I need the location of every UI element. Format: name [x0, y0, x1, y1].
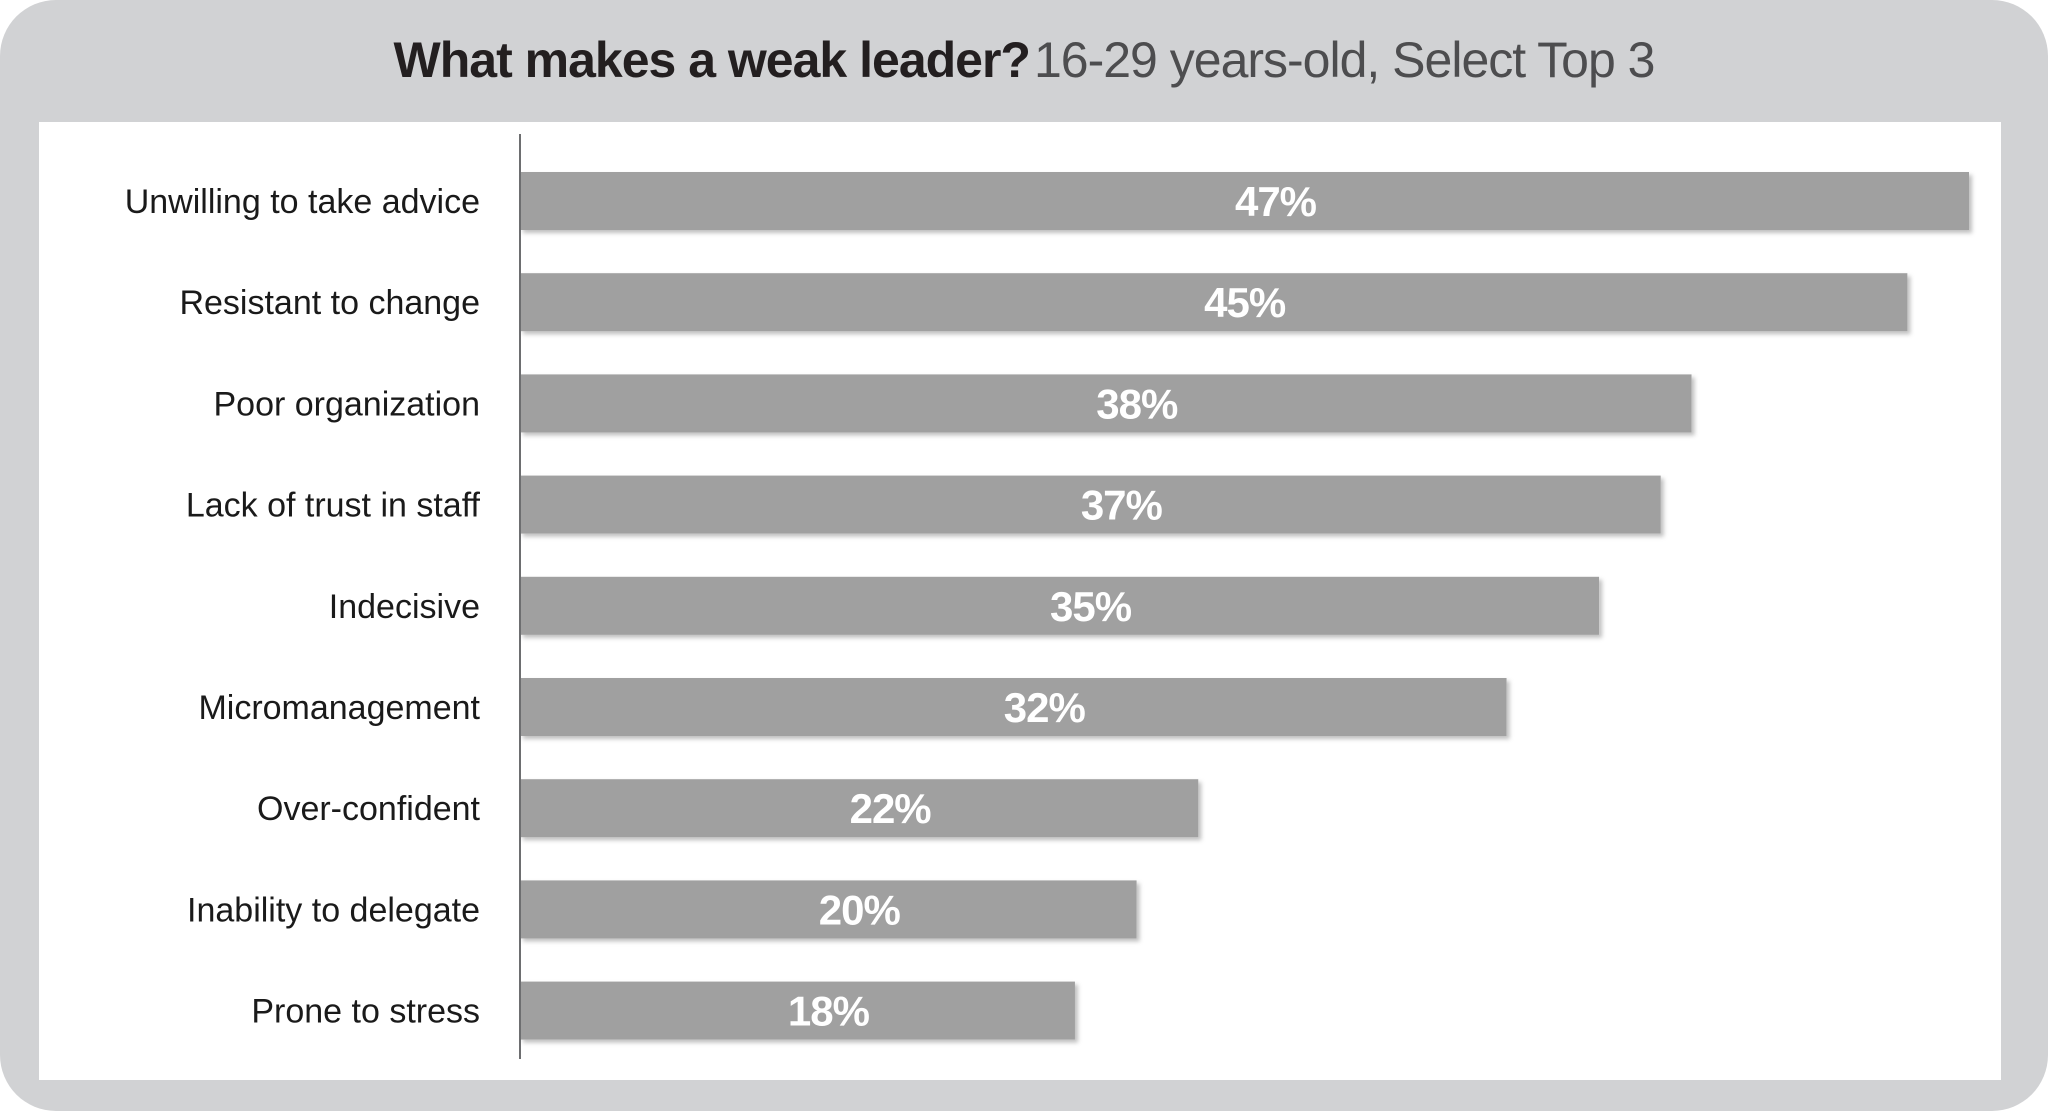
value-label: 20% [819, 886, 901, 933]
bar [520, 374, 1692, 433]
category-label: Indecisive [329, 588, 480, 626]
value-label: 47% [1235, 178, 1317, 225]
bar [520, 880, 1137, 939]
chart-title-main: What makes a weak leader? [393, 32, 1031, 88]
bar [520, 273, 1908, 332]
category-label: Lack of trust in staff [186, 487, 481, 525]
value-label: 32% [1004, 684, 1086, 731]
bar [520, 678, 1507, 736]
value-label: 38% [1096, 380, 1178, 427]
category-label: Resistant to change [179, 284, 480, 322]
value-label: 37% [1081, 482, 1163, 529]
category-label: Over-confident [257, 790, 481, 828]
category-label: Prone to stress [251, 993, 480, 1031]
bar [520, 779, 1199, 838]
category-label: Poor organization [213, 385, 480, 423]
bar-chart: Unwilling to take advice 47% Resistant to … [125, 134, 1969, 1059]
category-label: Micromanagement [198, 689, 480, 727]
category-label: Inability to delegate [187, 891, 480, 929]
category-label: Unwilling to take advice [125, 183, 480, 221]
chart-subtitle: 16-29 years-old, Select Top 3 [1033, 32, 1655, 88]
bar [520, 475, 1661, 534]
value-label: 45% [1204, 279, 1286, 326]
value-label: 22% [850, 785, 932, 832]
value-label: 35% [1050, 583, 1132, 630]
bar [520, 981, 1075, 1040]
bar [520, 172, 1969, 230]
chart-panel: Unwilling to take advice 47% Resistant to … [39, 122, 2001, 1080]
value-label: 18% [788, 988, 870, 1035]
bar [520, 576, 1600, 635]
chart-title: What makes a weak leader? 16-29 years-ol… [0, 22, 2048, 98]
